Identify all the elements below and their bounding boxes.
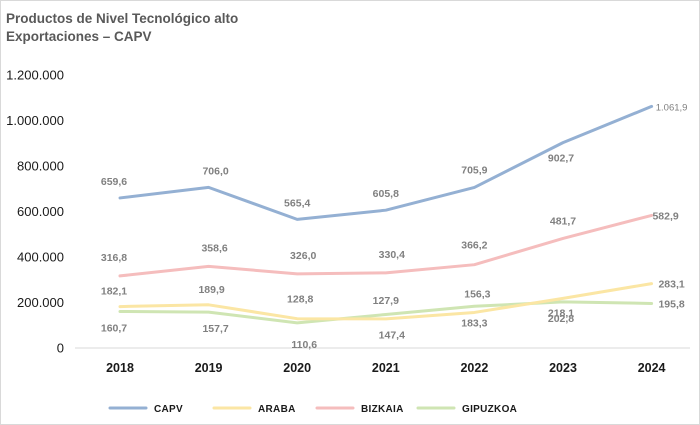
- data-label-bizkaia: 326,0: [290, 250, 316, 262]
- legend: CAPV ARABA BIZKAIA GIPUZKOA: [108, 404, 517, 415]
- x-tick-label: 2019: [195, 361, 223, 375]
- series-line-araba: [118, 282, 654, 321]
- data-label-capv: 1.061,9: [656, 102, 688, 113]
- data-labels: 659,6 706,0 565,4 605,8 705,9 902,7 1.061,9 182…: [101, 102, 688, 350]
- chart-subtitle: Exportaciones – CAPV: [6, 29, 152, 44]
- data-label-capv: 705,9: [461, 164, 487, 176]
- y-tick-label: 400.000: [17, 250, 64, 265]
- chart-title: Productos de Nivel Tecnológico alto: [6, 11, 239, 26]
- data-label-gipuzkoa: 157,7: [202, 323, 228, 335]
- data-label-bizkaia: 330,4: [379, 249, 405, 261]
- data-label-gipuzkoa: 110,6: [291, 339, 317, 351]
- x-tick-label: 2022: [460, 361, 488, 375]
- x-tick-label: 2024: [638, 361, 666, 375]
- data-label-araba: 283,1: [658, 279, 684, 291]
- y-tick-label: 0: [57, 341, 64, 356]
- x-tick-label: 2023: [549, 361, 577, 375]
- data-label-capv: 706,0: [202, 165, 228, 177]
- data-label-araba: 127,9: [373, 295, 399, 307]
- data-label-araba: 218,1: [548, 307, 574, 319]
- y-tick-label: 600.000: [17, 204, 64, 219]
- legend-label-bizkaia: BIZKAIA: [361, 404, 404, 415]
- data-label-gipuzkoa: 147,4: [379, 329, 405, 341]
- legend-label-capv: CAPV: [154, 404, 183, 415]
- y-tick-label: 1.200.000: [6, 68, 64, 83]
- data-label-araba: 128,8: [287, 294, 313, 306]
- y-axis: 0 200.000 400.000 600.000 800.000 1.000.000 1.…: [6, 68, 64, 356]
- y-tick-label: 800.000: [17, 159, 64, 174]
- data-label-araba: 189,9: [198, 284, 224, 296]
- data-label-capv: 902,7: [548, 153, 574, 165]
- x-tick-label: 2018: [106, 361, 134, 375]
- y-tick-label: 1.000.000: [6, 113, 64, 128]
- data-label-bizkaia: 366,2: [461, 240, 487, 252]
- chart-title-block: Productos de Nivel Tecnológico alto Expo…: [6, 10, 406, 46]
- legend-label-gipuzkoa: GIPUZKOA: [462, 404, 517, 415]
- data-label-capv: 565,4: [284, 197, 310, 209]
- y-tick-label: 200.000: [17, 295, 64, 310]
- x-tick-label: 2021: [372, 361, 400, 375]
- data-label-bizkaia: 316,8: [101, 252, 127, 264]
- x-tick-label: 2020: [283, 361, 311, 375]
- data-label-bizkaia: 582,9: [652, 210, 678, 222]
- series-lines: [118, 104, 654, 325]
- data-label-gipuzkoa: 183,3: [461, 317, 487, 329]
- data-label-capv: 605,8: [373, 188, 399, 200]
- data-label-araba: 156,3: [464, 288, 490, 300]
- data-label-bizkaia: 358,6: [201, 242, 227, 254]
- data-label-gipuzkoa: 160,7: [101, 322, 127, 334]
- series-line-bizkaia: [118, 213, 654, 278]
- series-line-gipuzkoa: [118, 300, 654, 325]
- x-axis: 2018 2019 2020 2021 2022 2023 2024: [106, 361, 665, 375]
- data-label-araba: 182,1: [101, 286, 127, 298]
- data-label-gipuzkoa: 202,8: [548, 313, 574, 325]
- legend-label-araba: ARABA: [258, 404, 296, 415]
- data-label-gipuzkoa: 195,8: [658, 298, 684, 310]
- data-label-capv: 659,6: [101, 176, 127, 188]
- data-label-bizkaia: 481,7: [550, 215, 576, 227]
- series-line-capv: [118, 104, 654, 221]
